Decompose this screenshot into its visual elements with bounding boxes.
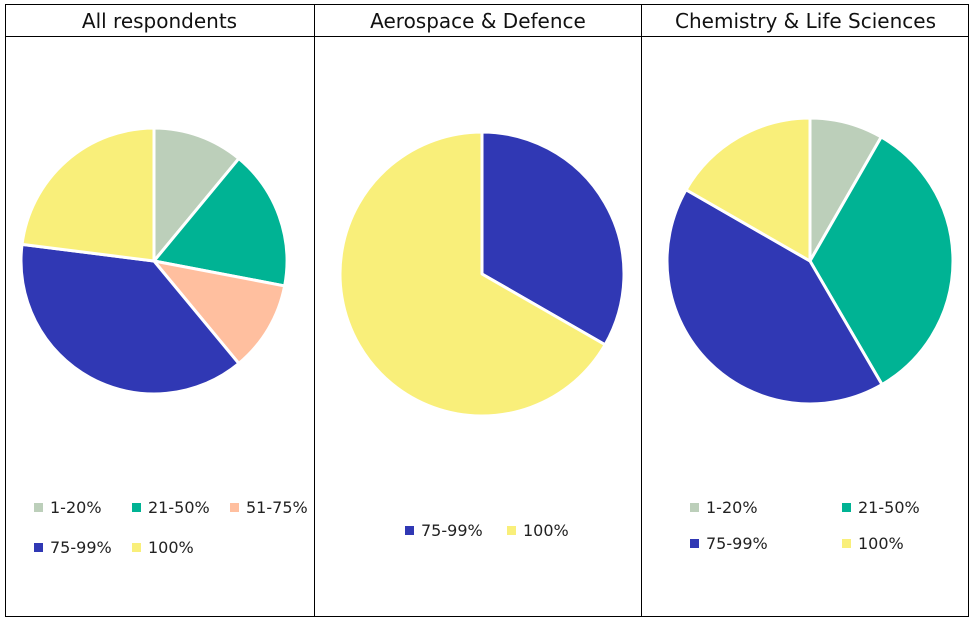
legend-label: 100% <box>523 521 569 540</box>
legend-label: 1-20% <box>706 498 758 517</box>
header-divider <box>5 36 969 37</box>
legend-label: 21-50% <box>148 498 210 517</box>
pie-3-slice-21-50pct <box>808 135 955 387</box>
legend-1-item-51-75pct: 51-75% <box>230 498 308 517</box>
legend-3-item-1-20pct: 1-20% <box>690 498 758 517</box>
pie-1-slice-21-50pct <box>152 157 289 288</box>
legend-swatch <box>132 503 141 512</box>
legend-swatch <box>842 539 851 548</box>
pie-1-slice-100pct <box>20 126 156 263</box>
legend-3-item-21-50pct: 21-50% <box>842 498 920 517</box>
legend-label: 100% <box>858 534 904 553</box>
panel-title-chemistry-life-sciences: Chemistry & Life Sciences <box>675 9 936 33</box>
legend-2-item-75-99pct: 75-99% <box>405 521 483 540</box>
column-divider-2 <box>641 4 642 617</box>
legend-swatch <box>34 543 43 552</box>
legend-3-item-75-99pct: 75-99% <box>690 534 768 553</box>
legend-1-item-21-50pct: 21-50% <box>132 498 210 517</box>
legend-label: 75-99% <box>421 521 483 540</box>
legend-swatch <box>34 503 43 512</box>
legend-label: 75-99% <box>706 534 768 553</box>
legend-swatch <box>507 526 516 535</box>
pie-1-slice-75-99pct <box>19 242 241 396</box>
legend-label: 100% <box>148 538 194 557</box>
pie-2-slice-100pct <box>338 130 607 418</box>
panel-title-all-respondents: All respondents <box>81 9 238 33</box>
legend-swatch <box>690 539 699 548</box>
legend-label: 1-20% <box>50 498 102 517</box>
legend-1-item-75-99pct: 75-99% <box>34 538 112 557</box>
legend-3-item-100pct: 100% <box>842 534 904 553</box>
legend-swatch <box>230 503 239 512</box>
legend-2-item-100pct: 100% <box>507 521 569 540</box>
legend-label: 51-75% <box>246 498 308 517</box>
legend-swatch <box>132 543 141 552</box>
pie-2-slice-75-99pct <box>480 130 626 347</box>
legend-swatch <box>405 526 414 535</box>
panel-title-aerospace-defence: Aerospace & Defence <box>370 9 586 33</box>
legend-swatch <box>690 503 699 512</box>
legend-label: 75-99% <box>50 538 112 557</box>
pie-1-slice-1-20pct <box>152 126 241 263</box>
pie-3-slice-75-99pct <box>665 188 884 406</box>
legend-1-item-100pct: 100% <box>132 538 194 557</box>
legend-label: 21-50% <box>858 498 920 517</box>
column-divider-1 <box>314 4 315 617</box>
pie-1-slice-51-75pct <box>152 259 287 365</box>
pie-3-slice-100pct <box>684 116 812 263</box>
legend-swatch <box>842 503 851 512</box>
legend-1-item-1-20pct: 1-20% <box>34 498 102 517</box>
